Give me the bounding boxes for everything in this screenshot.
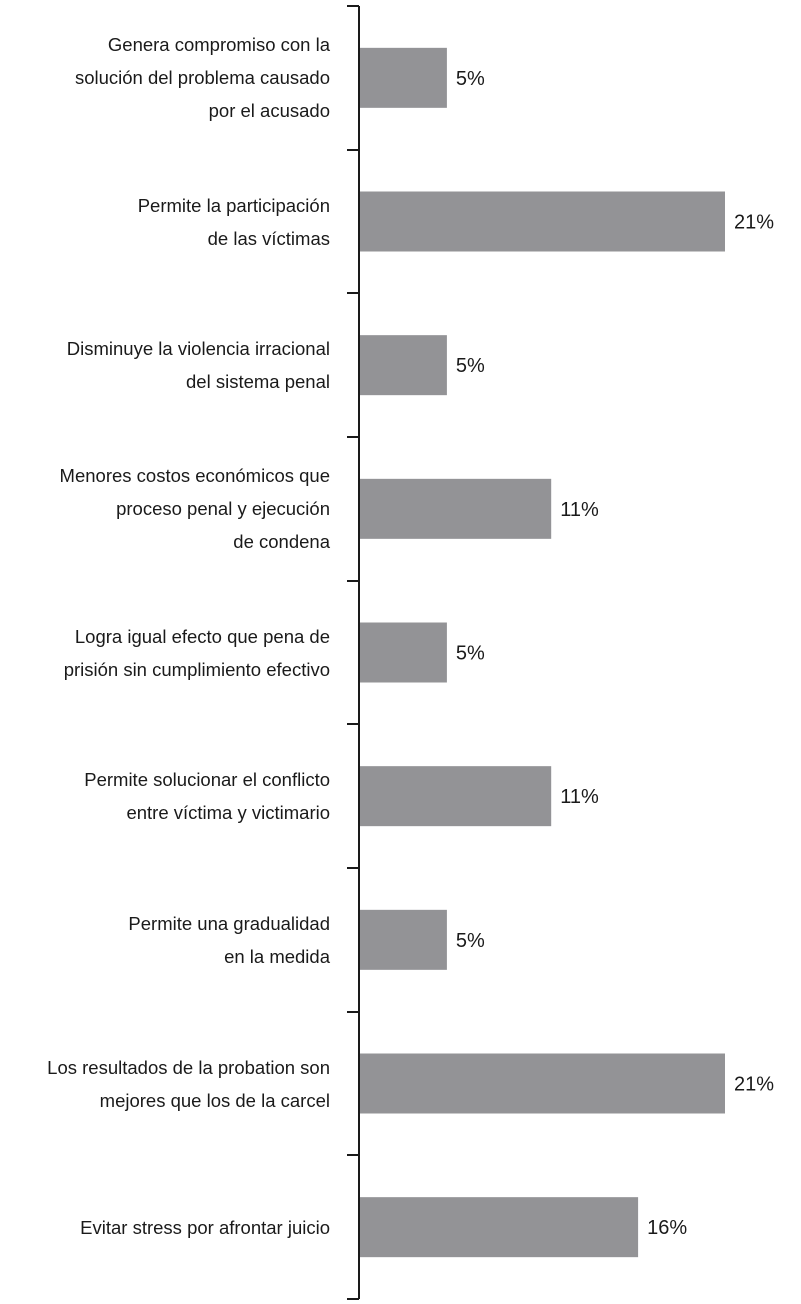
- data-label-4: 11%: [560, 499, 599, 521]
- bar-8: [360, 1053, 725, 1114]
- bar-2: [360, 191, 725, 252]
- data-label-1: 5%: [456, 68, 485, 90]
- data-label-5: 5%: [456, 643, 485, 665]
- bar-9: [360, 1197, 639, 1258]
- data-label-8: 21%: [734, 1074, 774, 1096]
- data-label-3: 5%: [456, 355, 485, 377]
- bar-1: [360, 47, 447, 108]
- category-label-3: Disminuye la violencia irracional del si…: [66, 338, 330, 393]
- data-label-7: 5%: [456, 930, 485, 952]
- bar-7: [360, 909, 447, 970]
- category-label-4: Menores costos económicos que proceso pe…: [59, 465, 330, 553]
- category-label-9: Evitar stress por afrontar juicio: [80, 1216, 330, 1238]
- data-label-2: 21%: [734, 212, 774, 234]
- bar-3: [360, 335, 447, 396]
- category-label-1: Genera compromiso con la solución del pr…: [74, 34, 330, 122]
- data-label-9: 16%: [647, 1217, 687, 1239]
- category-label-5: Logra igual efecto que pena de prisión s…: [63, 625, 330, 680]
- category-label-8: Los resultados de la probation son mejor…: [47, 1056, 330, 1111]
- bar-4: [360, 478, 552, 539]
- category-label-6: Permite solucionar el conflicto entre ví…: [84, 769, 330, 824]
- data-label-6: 11%: [560, 786, 599, 808]
- bar-5: [360, 622, 447, 683]
- category-label-2: Permite la participación de las víctimas: [137, 194, 330, 249]
- category-label-7: Permite una gradualidad en la medida: [128, 912, 330, 967]
- bar-6: [360, 766, 552, 827]
